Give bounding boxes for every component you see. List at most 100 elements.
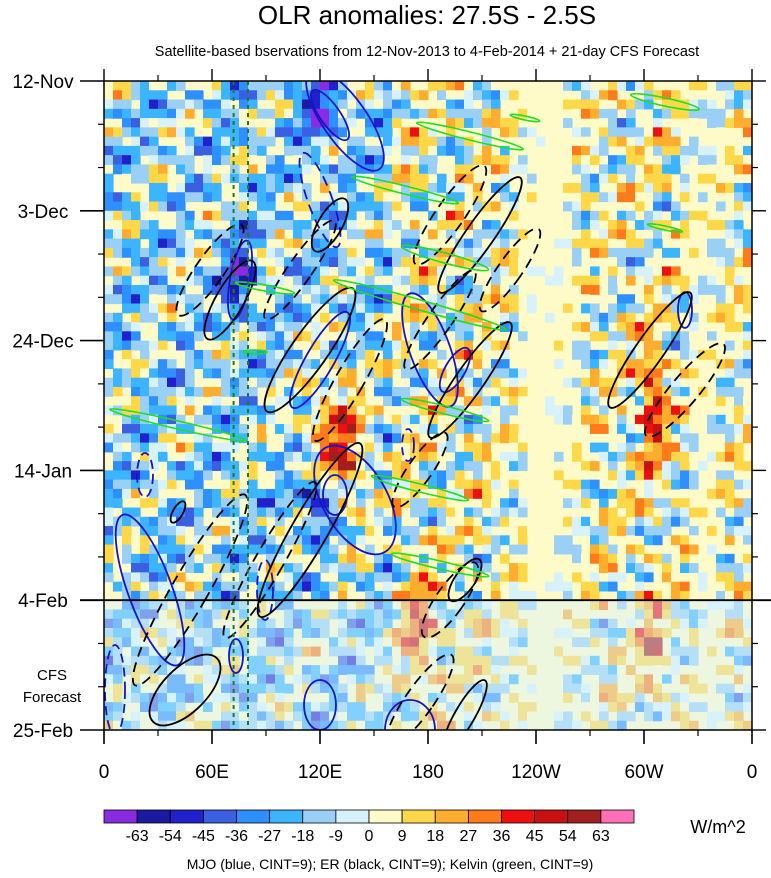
heat-cell <box>311 590 321 601</box>
heat-cell <box>491 340 501 351</box>
heat-cell <box>113 692 123 703</box>
heat-cell <box>392 275 402 286</box>
heat-cell <box>662 683 672 694</box>
heat-cell <box>437 442 447 453</box>
heat-cell <box>185 247 195 258</box>
heat-cell <box>644 563 654 573</box>
heat-cell <box>401 312 411 323</box>
heat-cell <box>338 720 348 730</box>
heat-cell <box>419 127 429 138</box>
heat-cell <box>149 655 159 666</box>
heat-cell <box>356 192 366 203</box>
heat-cell <box>383 526 393 536</box>
heat-cell <box>455 451 465 462</box>
heat-cell <box>743 618 752 629</box>
heat-cell <box>383 646 393 657</box>
heat-cell <box>356 526 366 536</box>
heat-cell <box>401 683 411 694</box>
kelvin-contour <box>332 278 508 332</box>
heat-cell <box>410 414 420 425</box>
heat-cell <box>581 498 591 509</box>
heat-cell <box>140 674 150 685</box>
heat-cell <box>599 526 609 536</box>
heat-cell <box>104 322 114 332</box>
heat-cell <box>320 238 330 249</box>
heat-cell <box>482 451 492 462</box>
heat-cell <box>212 396 222 407</box>
heat-cell <box>743 702 752 713</box>
heat-cell <box>527 711 537 722</box>
heat-cell <box>140 284 150 295</box>
heat-cell <box>491 90 501 101</box>
heat-cell <box>446 637 456 648</box>
heat-cell <box>599 386 609 397</box>
heat-cell <box>455 368 465 379</box>
heat-cell <box>428 424 438 434</box>
heat-cell <box>590 581 600 592</box>
heat-cell <box>338 683 348 694</box>
heat-cell <box>563 498 573 509</box>
heat-cell <box>158 405 168 416</box>
heat-cell <box>446 470 456 481</box>
heat-cell <box>203 118 213 128</box>
heat-cell <box>293 702 303 713</box>
heat-cell <box>500 637 510 648</box>
heat-cell <box>131 720 141 730</box>
heat-cell <box>725 711 735 722</box>
heat-cell <box>563 81 573 91</box>
heat-cell <box>716 173 726 184</box>
heat-cell <box>518 155 528 166</box>
heat-cell <box>311 674 321 685</box>
heat-cell <box>248 711 258 722</box>
heat-cell <box>482 405 492 416</box>
heat-cell <box>221 590 231 601</box>
heat-cell <box>464 461 474 471</box>
heat-cell <box>671 275 681 286</box>
heat-cell <box>122 229 132 240</box>
heat-cell <box>563 275 573 286</box>
heat-cell <box>275 81 285 91</box>
heat-cell <box>635 294 645 305</box>
heat-cell <box>608 377 618 388</box>
heat-cell <box>149 164 159 175</box>
heat-cell <box>644 711 654 722</box>
heat-cell <box>374 405 384 416</box>
heat-cell <box>122 164 132 175</box>
mjo-contour <box>305 81 385 172</box>
heat-cell <box>725 377 735 388</box>
heat-cell <box>437 637 447 648</box>
heat-cell <box>662 433 672 444</box>
heat-cell <box>725 220 735 230</box>
heat-cell <box>194 192 204 203</box>
heat-cell <box>482 711 492 722</box>
heat-cell <box>212 581 222 592</box>
heat-cell <box>428 442 438 453</box>
heat-cell <box>194 442 204 453</box>
heat-cell <box>212 674 222 685</box>
heat-cell <box>491 220 501 230</box>
heat-cell <box>419 284 429 295</box>
heat-cell <box>626 628 636 638</box>
heat-cell <box>743 340 752 351</box>
heat-cell <box>725 646 735 657</box>
heat-cell <box>194 563 204 573</box>
heat-cell <box>419 247 429 258</box>
heat-cell <box>104 637 114 648</box>
heat-cell <box>194 331 204 342</box>
x-tick-label: 0 <box>747 762 758 783</box>
heat-cell <box>608 637 618 648</box>
heat-cell <box>176 646 186 657</box>
heat-cell <box>509 581 519 592</box>
heat-cell <box>617 359 627 370</box>
heat-cell <box>662 711 672 722</box>
heat-cell <box>437 553 447 564</box>
heat-cell <box>320 229 330 240</box>
heat-cell <box>356 229 366 240</box>
heat-cell <box>113 127 123 138</box>
heat-cell <box>608 646 618 657</box>
heat-cell <box>554 359 564 370</box>
heat-cell <box>428 164 438 175</box>
heat-cell <box>410 720 420 730</box>
heat-cell <box>626 127 636 138</box>
heat-cell <box>176 340 186 351</box>
